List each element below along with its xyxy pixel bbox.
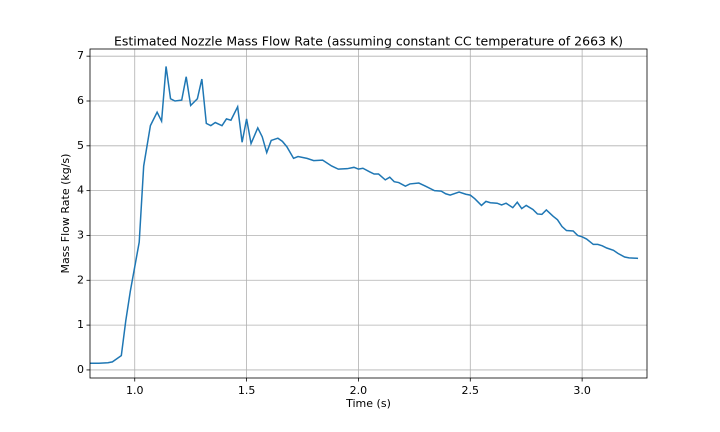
- y-tick-label: 3: [77, 228, 84, 241]
- y-tick-label: 6: [77, 94, 84, 107]
- x-tick-label: 1.0: [126, 384, 144, 397]
- y-tick-label: 0: [77, 363, 84, 376]
- y-tick-label: 7: [77, 49, 84, 62]
- x-axis-label: Time (s): [345, 397, 391, 410]
- data-line: [90, 66, 639, 364]
- x-tick-label: 3.0: [573, 384, 591, 397]
- x-tick-label: 2.0: [350, 384, 368, 397]
- x-tick-label: 1.5: [238, 384, 256, 397]
- y-tick-label: 2: [77, 273, 84, 286]
- y-tick-label: 1: [77, 318, 84, 331]
- y-tick-label: 5: [77, 139, 84, 152]
- plot-frame: [89, 48, 648, 379]
- chart-title: Estimated Nozzle Mass Flow Rate (assumin…: [114, 34, 623, 49]
- y-axis-label: Mass Flow Rate (kg/s): [59, 154, 72, 274]
- y-tick-label: 4: [77, 184, 84, 197]
- x-tick-label: 2.5: [462, 384, 480, 397]
